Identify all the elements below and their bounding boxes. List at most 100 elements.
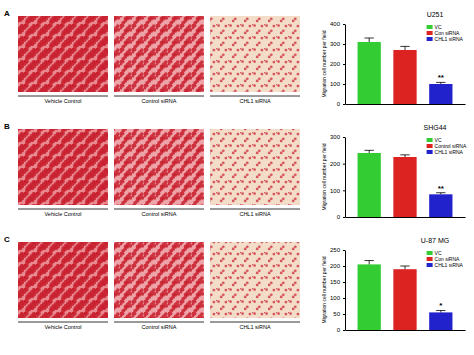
legend: VCCon siRNACHL1 siRNA	[427, 250, 464, 268]
bar	[429, 194, 452, 217]
image-caption: Vehicle Control	[45, 324, 82, 330]
error-bar-cap	[365, 260, 374, 261]
x-axis	[346, 217, 466, 218]
x-axis	[346, 104, 466, 105]
legend-swatch	[427, 31, 433, 35]
error-bar-cap	[400, 266, 409, 267]
error-bar	[365, 261, 374, 265]
image-caption: CHL1 siRNA	[239, 324, 271, 330]
legend-swatch	[427, 25, 433, 29]
y-tick-label: 400	[330, 21, 341, 27]
error-bar-cap	[400, 154, 409, 155]
bar	[393, 50, 416, 104]
y-tick-mark	[343, 266, 345, 267]
micrograph	[18, 242, 108, 318]
micrograph	[114, 16, 204, 92]
error-bar-stem	[369, 261, 370, 265]
error-bar	[400, 46, 409, 50]
y-tick: 250	[330, 247, 345, 253]
error-bar-stem	[369, 38, 370, 42]
error-bar	[436, 82, 445, 84]
y-tick-mark	[343, 250, 345, 251]
y-axis-title: Migration cell number per field	[321, 256, 327, 323]
y-tick-mark	[343, 190, 345, 191]
error-bar-stem	[405, 266, 406, 269]
bar-chart: U-87 MG050100150200250Migration cell num…	[321, 237, 466, 333]
plot-marks	[358, 150, 453, 217]
chart-title: U-87 MG	[421, 237, 449, 244]
y-axis: 0100200300	[330, 134, 346, 220]
legend: VCControl siRNACHL1 siRNA	[427, 137, 467, 155]
y-tick-label: 100	[330, 81, 341, 87]
caption-rule	[18, 209, 108, 210]
y-tick-mark	[343, 282, 345, 283]
error-bar-cap	[365, 150, 374, 151]
micrograph	[210, 129, 300, 205]
y-tick-mark	[343, 44, 345, 45]
bar-chart: SHG440100200300Migration cell number per…	[321, 124, 467, 220]
y-tick: 200	[330, 61, 345, 67]
bar	[429, 312, 452, 330]
y-tick: 0	[337, 101, 345, 107]
y-tick: 50	[333, 311, 345, 317]
caption-rule	[210, 96, 300, 97]
y-tick-label: 0	[337, 327, 341, 333]
panel-letter: B	[4, 122, 10, 131]
caption-rule	[114, 209, 204, 210]
legend-swatch	[427, 144, 433, 148]
legend-swatch	[427, 251, 433, 255]
error-bar	[436, 193, 445, 195]
legend-swatch	[427, 263, 433, 267]
y-axis: 0 100 200 300 400	[330, 21, 346, 107]
y-tick-label: 300	[330, 41, 341, 47]
micrograph	[210, 16, 300, 92]
error-bar-stem	[405, 46, 406, 50]
legend: VCCon siRNACHL1 siRNA	[427, 24, 464, 42]
image-caption: Control siRNA	[142, 211, 177, 217]
y-tick-mark	[343, 137, 345, 138]
image-caption: Vehicle Control	[45, 98, 82, 104]
error-bar-cap	[365, 38, 374, 39]
y-tick-mark	[343, 217, 345, 218]
legend-swatch	[427, 150, 433, 154]
x-axis-line	[346, 217, 466, 218]
micrograph	[18, 129, 108, 205]
y-tick-label: 150	[330, 279, 341, 285]
caption-rule	[114, 322, 204, 323]
legend-swatch	[427, 257, 433, 261]
y-tick-mark	[343, 164, 345, 165]
y-tick-label: 200	[330, 263, 341, 269]
bar	[393, 269, 416, 330]
caption-rule	[18, 322, 108, 323]
y-tick: 200	[330, 263, 345, 269]
image-caption: Control siRNA	[142, 324, 177, 330]
bar	[358, 264, 381, 330]
y-axis-line	[345, 138, 346, 218]
y-tick-mark	[343, 330, 345, 331]
y-tick: 0	[337, 327, 345, 333]
chart-title: U251	[427, 11, 444, 18]
y-tick-label: 50	[333, 311, 340, 317]
micrograph	[114, 129, 204, 205]
significance: **	[438, 184, 445, 193]
bar	[429, 84, 452, 104]
y-tick-mark	[343, 24, 345, 25]
micrograph	[18, 16, 108, 92]
caption-rule	[114, 96, 204, 97]
y-tick-label: 300	[330, 134, 341, 140]
y-axis-line	[345, 25, 346, 105]
y-tick-label: 200	[330, 161, 341, 167]
x-axis-line	[346, 330, 466, 331]
x-axis	[346, 330, 466, 331]
x-axis-line	[346, 104, 466, 105]
y-tick-label: 200	[330, 61, 341, 67]
y-axis: 050100150200250	[330, 247, 346, 333]
y-tick: 100	[330, 81, 345, 87]
image-caption: CHL1 siRNA	[239, 98, 271, 104]
bar	[358, 153, 381, 217]
y-tick-label: 100	[330, 188, 341, 194]
image-caption: Vehicle Control	[45, 211, 82, 217]
bar	[393, 157, 416, 217]
y-tick-label: 0	[337, 101, 341, 107]
y-tick-mark	[343, 104, 345, 105]
